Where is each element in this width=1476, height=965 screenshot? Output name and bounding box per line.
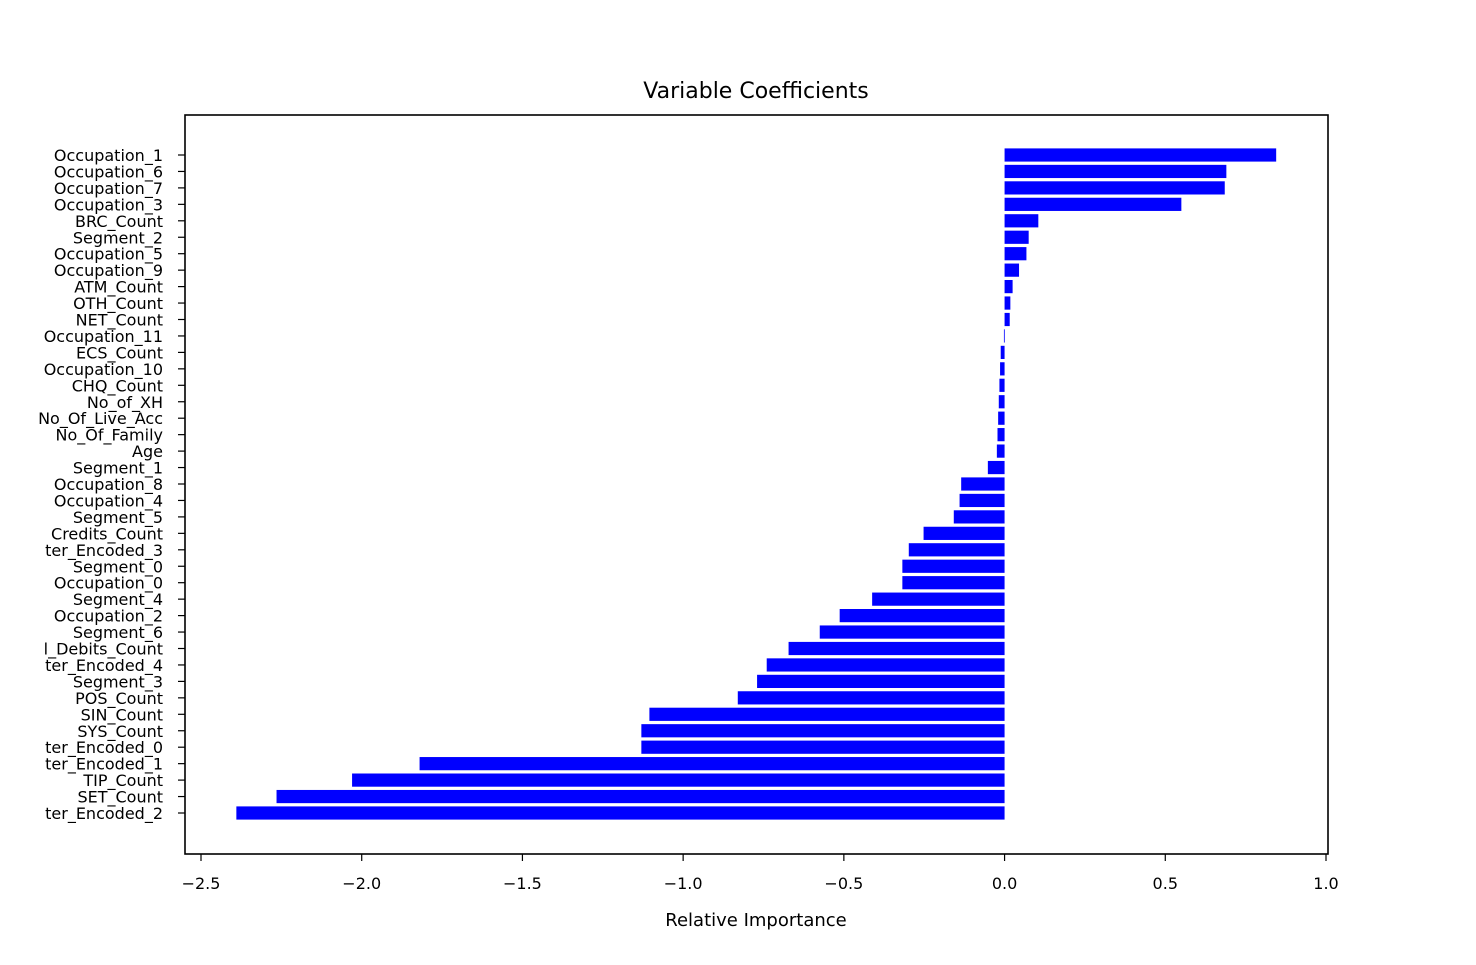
y-category-label: Occupation_2	[54, 607, 163, 627]
bar	[902, 559, 1005, 573]
bar	[788, 641, 1005, 656]
y-category-label: TIP_Count	[82, 771, 163, 791]
y-category-label: Segment_4	[73, 590, 163, 610]
y-category-label: SIN_Count	[81, 705, 163, 725]
y-category-label: Credits_Count	[51, 524, 163, 544]
y-category-label: Occupation_7	[54, 179, 163, 199]
bar	[1004, 181, 1225, 195]
plot-frame	[184, 114, 1329, 855]
bar	[737, 691, 1005, 705]
x-tick-label: −1.5	[503, 874, 542, 893]
y-category-label: Occupation_5	[54, 245, 163, 265]
y-category-label: No_Of_Family	[56, 426, 163, 446]
bar	[872, 592, 1005, 606]
y-category-label: Occupation_1	[54, 146, 163, 166]
bar	[1003, 329, 1005, 343]
y-category-label: SYS_Count	[77, 722, 163, 742]
x-axis-label: Relative Importance	[665, 910, 846, 931]
bar	[996, 444, 1005, 458]
y-category-label: Segment_2	[73, 228, 163, 248]
bar	[641, 724, 1005, 738]
bar	[1004, 312, 1010, 327]
y-category-label: Occupation_4	[54, 491, 163, 511]
bar	[1000, 362, 1005, 376]
y-category-label: Occupation_6	[54, 162, 163, 182]
x-tick-label: −2.5	[182, 874, 221, 893]
bar	[1004, 197, 1182, 211]
y-category-label: NET_Count	[76, 311, 163, 331]
bar	[1004, 214, 1039, 228]
bar	[961, 477, 1005, 491]
bar	[1004, 296, 1011, 310]
y-category-label: Occupation_11	[44, 327, 163, 347]
x-tick-label: −0.5	[824, 874, 863, 893]
bar	[1004, 230, 1029, 244]
y-category-label: ECS_Count	[76, 343, 163, 363]
bar	[352, 773, 1005, 787]
y-category-label: Segment_1	[73, 459, 163, 479]
bars-layer	[236, 148, 1277, 820]
bar	[757, 674, 1005, 688]
y-category-label: Occupation_9	[54, 261, 163, 281]
bar	[839, 609, 1005, 623]
bar	[1000, 345, 1005, 359]
bar	[953, 510, 1005, 524]
y-category-label: No_Of_Live_Acc	[38, 409, 163, 429]
bar	[236, 806, 1005, 820]
y-category-label: l_Debits_Count	[44, 640, 163, 660]
bar	[902, 576, 1005, 590]
bar	[923, 526, 1005, 540]
bar	[997, 428, 1005, 442]
bar	[999, 378, 1005, 392]
y-category-label: POS_Count	[75, 689, 163, 709]
bar	[987, 460, 1005, 475]
bar	[1004, 280, 1013, 294]
x-tick-label: −2.0	[342, 874, 381, 893]
y-category-label: Segment_0	[73, 557, 163, 577]
y-category-label: ATM_Count	[74, 278, 163, 298]
bar	[908, 543, 1005, 557]
y-category-label: Segment_3	[73, 672, 163, 692]
x-tick-label: −1.0	[664, 874, 703, 893]
bar	[1004, 164, 1227, 179]
chart-title: Variable Coefficients	[643, 79, 868, 104]
x-tick-label: 0.5	[1153, 874, 1178, 893]
x-axis-ticks: −2.5 −2.0 −1.5 −1.0 −0.5 0.0 0.5 1.0	[182, 854, 1339, 893]
bar	[419, 757, 1005, 771]
y-category-label: CHQ_Count	[72, 376, 163, 396]
x-tick-label: 1.0	[1313, 874, 1338, 893]
y-category-label: ter_Encoded_2	[45, 804, 163, 824]
y-category-label: ter_Encoded_4	[45, 656, 163, 676]
bar	[641, 740, 1005, 754]
y-category-label: Segment_6	[73, 623, 163, 643]
y-category-label: Segment_5	[73, 508, 163, 528]
y-category-labels: Occupation_1Occupation_6Occupation_7Occu…	[38, 146, 185, 824]
y-category-label: ter_Encoded_3	[45, 541, 163, 561]
y-category-label: Occupation_8	[54, 475, 163, 495]
bar	[766, 658, 1005, 672]
y-category-label: Occupation_3	[54, 195, 163, 215]
y-category-label: SET_Count	[77, 788, 163, 808]
y-category-label: Occupation_10	[44, 360, 163, 380]
y-category-label: BRC_Count	[75, 212, 163, 232]
y-category-label: Occupation_0	[54, 574, 163, 594]
x-tick-label: 0.0	[992, 874, 1017, 893]
bar	[959, 493, 1005, 508]
y-category-label: No_of_XH	[87, 393, 163, 413]
bar	[1004, 148, 1277, 162]
bar	[1004, 247, 1027, 261]
y-category-label: ter_Encoded_1	[45, 755, 163, 775]
bar	[998, 395, 1005, 409]
y-category-label: OTH_Count	[73, 294, 163, 314]
bar	[649, 707, 1005, 721]
bar	[1004, 263, 1020, 277]
y-category-label: ter_Encoded_0	[45, 738, 163, 758]
bar	[819, 625, 1005, 639]
bar	[998, 411, 1005, 425]
bar	[276, 789, 1005, 804]
y-category-label: Age	[132, 442, 163, 461]
